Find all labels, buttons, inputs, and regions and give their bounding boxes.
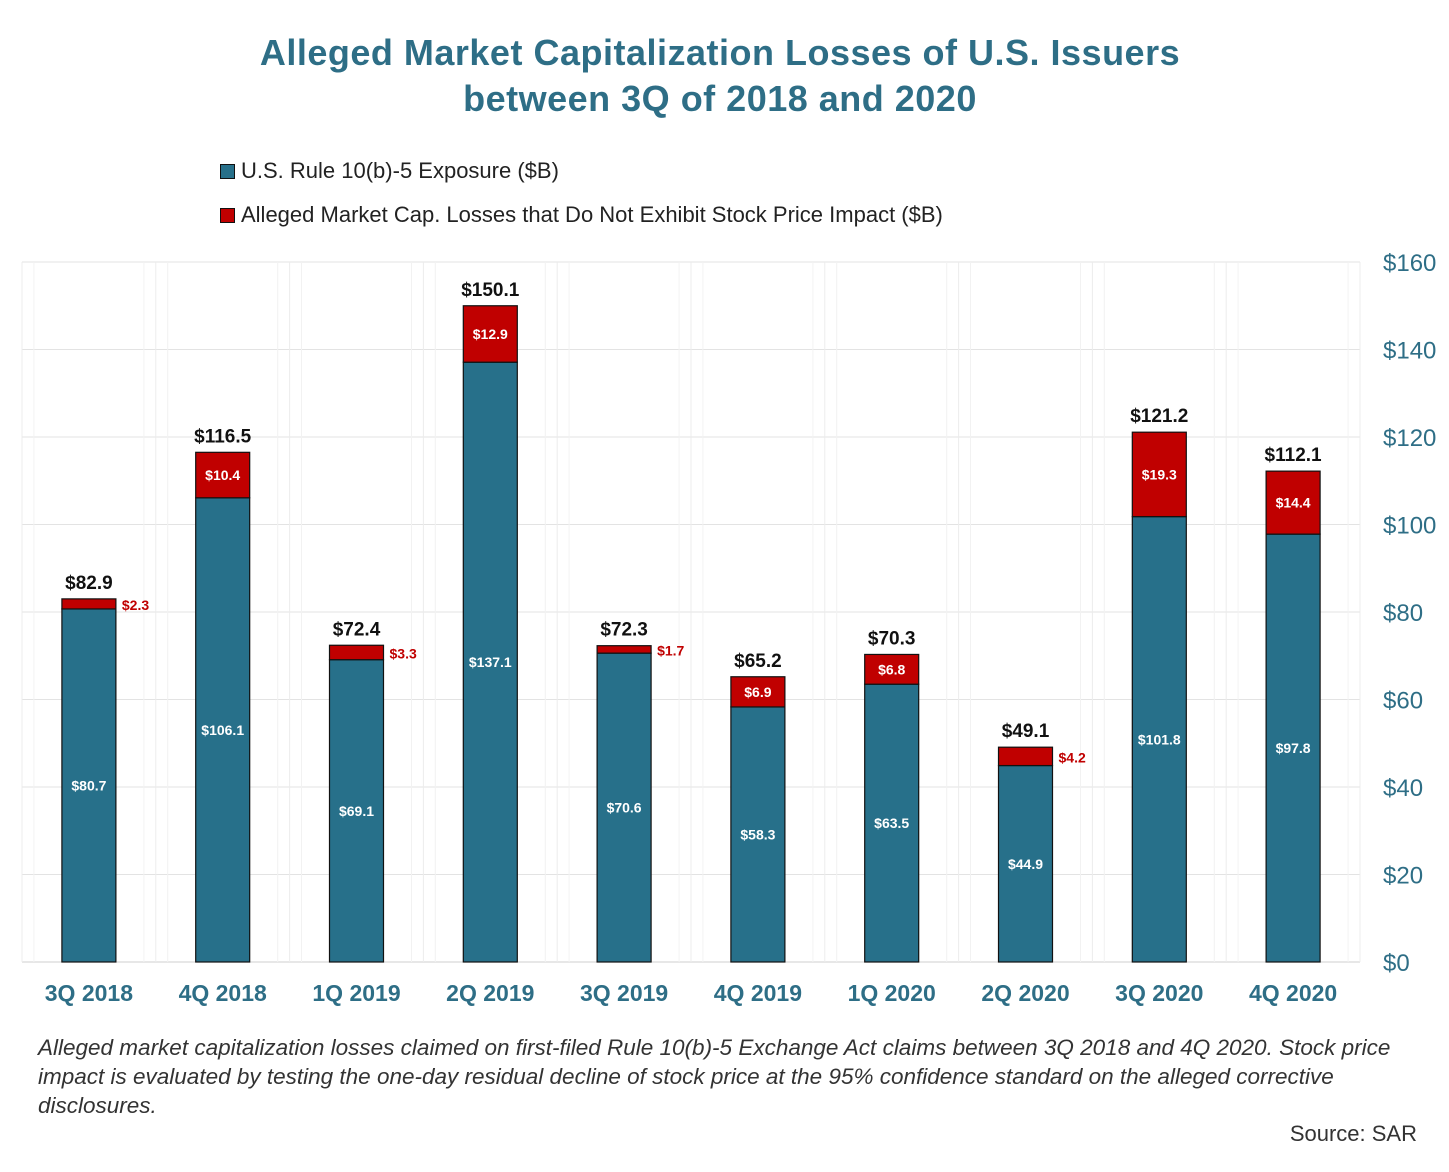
y-tick-label: $140 — [1383, 338, 1436, 365]
data-label-total: $150.1 — [461, 280, 520, 301]
data-label-exposure: $63.5 — [874, 815, 909, 831]
legend-item-exposure: U.S. Rule 10(b)-5 Exposure ($B) — [220, 158, 559, 184]
chart-title-line-1: Alleged Market Capitalization Losses of … — [259, 32, 1181, 73]
x-tick-label: 1Q 2020 — [848, 980, 936, 1006]
data-label-no-impact: $10.4 — [205, 467, 240, 483]
bar-exposure — [61, 608, 117, 963]
legend-label-exposure: U.S. Rule 10(b)-5 Exposure ($B) — [241, 158, 559, 183]
data-label-total: $65.2 — [734, 651, 782, 672]
x-tick-label: 2Q 2019 — [446, 980, 534, 1006]
x-tick-label: 1Q 2019 — [312, 980, 400, 1006]
data-label-exposure: $70.6 — [607, 800, 642, 816]
data-label-exposure: $137.1 — [469, 654, 512, 670]
chart-footnote: Alleged market capitalization losses cla… — [38, 1035, 1391, 1118]
legend-swatch-no-impact — [220, 207, 235, 223]
data-label-no-impact: $14.4 — [1276, 495, 1311, 511]
data-label-exposure: $101.8 — [1138, 731, 1181, 747]
bar-exposure — [596, 652, 652, 963]
chart-plot: $0 $20 $40 $60 $80 $100 $120 $140 $160 $80.7 $2.3 $… — [21, 250, 1436, 1006]
data-label-total: $112.1 — [1265, 445, 1322, 466]
x-tick-label: 4Q 2019 — [714, 980, 802, 1006]
y-tick-label: $60 — [1383, 688, 1423, 715]
bar-no-impact — [328, 644, 385, 661]
bar-no-impact — [864, 653, 920, 685]
data-label-total: $72.4 — [333, 619, 381, 640]
y-tick-label: $40 — [1383, 775, 1423, 802]
x-tick-label: 3Q 2018 — [45, 980, 133, 1006]
chart-source: Source: SAR — [1289, 1121, 1417, 1146]
y-tick-label: $80 — [1383, 600, 1423, 627]
y-tick-label: $160 — [1383, 250, 1436, 277]
y-tick-label: $0 — [1383, 950, 1410, 977]
data-label-exposure: $80.7 — [71, 777, 106, 793]
y-tick-label: $20 — [1383, 863, 1423, 890]
data-label-exposure: $69.1 — [339, 803, 374, 819]
bar-no-impact — [1131, 431, 1187, 518]
bar-exposure — [195, 497, 251, 963]
y-tick-label: $100 — [1383, 513, 1436, 540]
bar-exposure — [730, 706, 786, 963]
bar-exposure — [864, 683, 920, 963]
data-label-total: $70.3 — [868, 628, 916, 649]
data-label-no-impact: $6.9 — [744, 684, 771, 700]
data-label-total: $121.2 — [1130, 406, 1188, 427]
data-label-no-impact: $1.7 — [657, 642, 684, 658]
data-label-no-impact: $19.3 — [1142, 466, 1177, 482]
data-label-no-impact: $4.2 — [1059, 749, 1086, 765]
x-tick-label: 4Q 2020 — [1249, 980, 1337, 1006]
bar-no-impact — [596, 645, 652, 654]
data-label-exposure: $44.9 — [1008, 856, 1043, 872]
x-tick-label: 4Q 2018 — [179, 980, 267, 1006]
bar-no-impact — [997, 746, 1054, 767]
bar-no-impact — [61, 598, 117, 610]
legend-label-no-impact: Alleged Market Cap. Losses that Do Not E… — [241, 202, 943, 227]
x-tick-label: 3Q 2019 — [580, 980, 668, 1006]
bar-no-impact — [1265, 470, 1321, 535]
data-label-exposure: $97.8 — [1276, 740, 1311, 756]
data-label-no-impact: $12.9 — [473, 326, 508, 342]
bar-no-impact — [730, 676, 786, 708]
y-tick-label: $120 — [1383, 425, 1436, 452]
data-label-no-impact: $6.8 — [878, 661, 905, 677]
bar-exposure — [1131, 516, 1187, 963]
bar-no-impact — [462, 305, 518, 363]
bar-exposure — [328, 659, 385, 963]
data-label-no-impact: $2.3 — [122, 597, 149, 613]
legend-swatch-exposure — [220, 163, 235, 179]
x-tick-label: 2Q 2020 — [981, 980, 1069, 1006]
data-label-total: $82.9 — [65, 573, 113, 594]
bar-no-impact — [195, 451, 251, 499]
bar-exposure — [462, 361, 518, 963]
data-label-total: $49.1 — [1002, 721, 1050, 742]
legend-item-no-impact: Alleged Market Cap. Losses that Do Not E… — [220, 202, 943, 228]
chart-title: Alleged Market Capitalization Losses of … — [0, 30, 1440, 122]
data-label-total: $116.5 — [194, 426, 251, 447]
data-label-total: $72.3 — [600, 620, 648, 641]
data-label-exposure: $58.3 — [740, 826, 775, 842]
data-label-exposure: $106.1 — [201, 722, 244, 738]
x-tick-label: 3Q 2020 — [1115, 980, 1203, 1006]
chart-title-line-2: between 3Q of 2018 and 2020 — [463, 78, 977, 119]
data-label-no-impact: $3.3 — [390, 645, 417, 661]
